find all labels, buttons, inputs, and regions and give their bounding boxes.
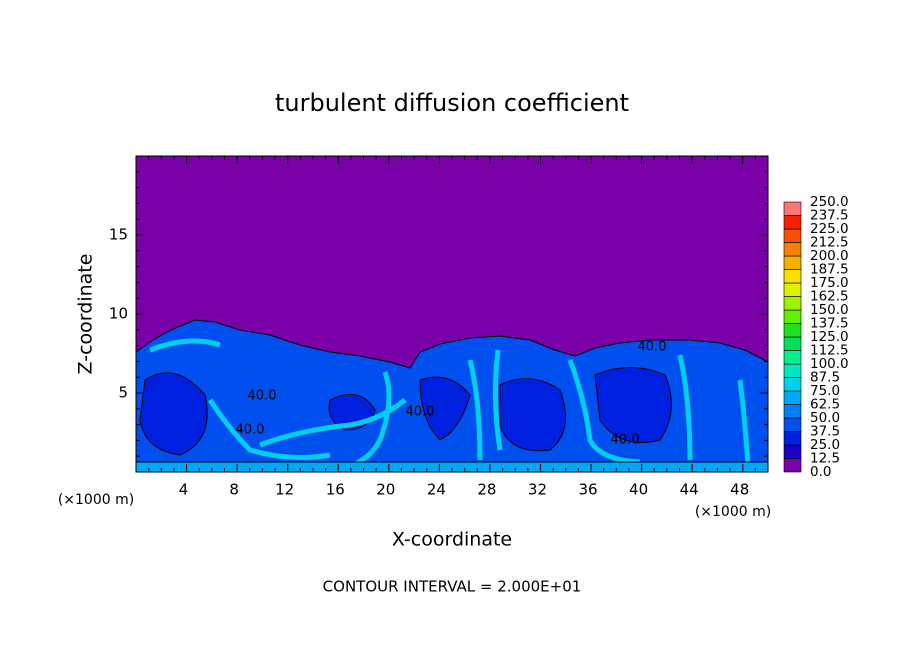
colorbar-segment (783, 215, 802, 230)
field-streak (492, 349, 503, 451)
field-streak (207, 398, 331, 461)
colorbar-segment (783, 296, 802, 311)
x-tick-label: 32 (528, 481, 547, 499)
x-tick-label: 20 (376, 481, 395, 499)
colorbar-label: 112.5 (810, 343, 849, 359)
colorbar-label: 250.0 (810, 194, 849, 210)
field-blob (139, 372, 208, 456)
colorbar-label: 237.5 (810, 208, 849, 224)
x-tick-label: 16 (326, 481, 345, 499)
colorbar-segment (783, 336, 802, 351)
colorbar-label: 200.0 (810, 248, 849, 264)
annotation: CONTOUR INTERVAL = 2.000E+01 (323, 578, 582, 596)
x-unit-label: (×1000 m) (58, 492, 134, 508)
field-streak (737, 379, 751, 466)
field-streak (677, 354, 693, 461)
contour-field: 40.0 40.0 40.0 40.0 40.0 (136, 156, 768, 472)
colorbar-segment (783, 282, 802, 297)
y-tick-label: 10 (109, 305, 128, 323)
colorbar-segment (783, 363, 802, 378)
x-tick-label: 48 (730, 481, 749, 499)
colorbar-label: 12.5 (810, 451, 840, 467)
colorbar-segment (783, 390, 802, 405)
colorbar-segment (783, 404, 802, 419)
x-tick-label: 4 (179, 481, 189, 499)
contour-label: 40.0 (236, 423, 265, 438)
x-tick-label: 44 (680, 481, 699, 499)
colorbar-segment (783, 458, 802, 473)
colorbar-label: 100.0 (810, 356, 849, 372)
contour-label: 40.0 (638, 340, 667, 355)
x-tick-label: 12 (275, 481, 294, 499)
x-tick-label: 24 (427, 481, 446, 499)
colorbar-segment (783, 431, 802, 446)
colorbar-segment (783, 242, 802, 257)
field-bottom-layer (136, 461, 768, 472)
colorbar-segment (783, 255, 802, 270)
colorbar-label: 162.5 (810, 289, 849, 305)
colorbar-label: 225.0 (810, 221, 849, 237)
field-streak (467, 359, 483, 461)
colorbar-segment (783, 309, 802, 324)
y-tick-label: 15 (109, 226, 128, 244)
colorbar-segment (783, 444, 802, 459)
colorbar-label: 37.5 (810, 424, 840, 440)
colorbar-segment (783, 323, 802, 338)
x-unit-label: (×1000 m) (695, 504, 771, 520)
colorbar-label: 212.5 (810, 235, 849, 251)
contour-label: 40.0 (406, 405, 435, 420)
field-blob (499, 378, 567, 452)
colorbar-segment (783, 350, 802, 365)
x-tick-label: 36 (578, 481, 597, 499)
colorbar-label: 175.0 (810, 275, 849, 291)
contour-label: 40.0 (611, 433, 640, 448)
colorbar-label: 62.5 (810, 397, 840, 413)
colorbar-segment (783, 201, 802, 216)
colorbar-label: 137.5 (810, 316, 849, 332)
x-tick-label: 28 (477, 481, 496, 499)
colorbar-segment (783, 269, 802, 284)
colorbar-label: 75.0 (810, 383, 840, 399)
y-tick-label: 5 (118, 384, 128, 402)
colorbar-label: 150.0 (810, 302, 849, 318)
field-blob (594, 367, 672, 443)
colorbar-segment (783, 228, 802, 243)
field-streak (567, 359, 641, 465)
colorbar-label: 0.0 (810, 464, 831, 480)
colorbar-segment (783, 377, 802, 392)
colorbar-label: 25.0 (810, 437, 840, 453)
x-tick-label: 40 (629, 481, 648, 499)
colorbar-label: 87.5 (810, 370, 840, 386)
colorbar-label: 50.0 (810, 410, 840, 426)
chart-title: turbulent diffusion coefficient (275, 89, 629, 117)
y-axis-label: Z-coordinate (75, 254, 97, 375)
field-streak (149, 338, 221, 353)
x-tick-label: 8 (229, 481, 239, 499)
contour-label: 40.0 (248, 389, 277, 404)
colorbar-segment (783, 417, 802, 432)
colorbar-label: 187.5 (810, 262, 849, 278)
colorbar-label: 125.0 (810, 329, 849, 345)
x-axis-label: X-coordinate (392, 529, 512, 551)
field-blob (419, 376, 471, 441)
